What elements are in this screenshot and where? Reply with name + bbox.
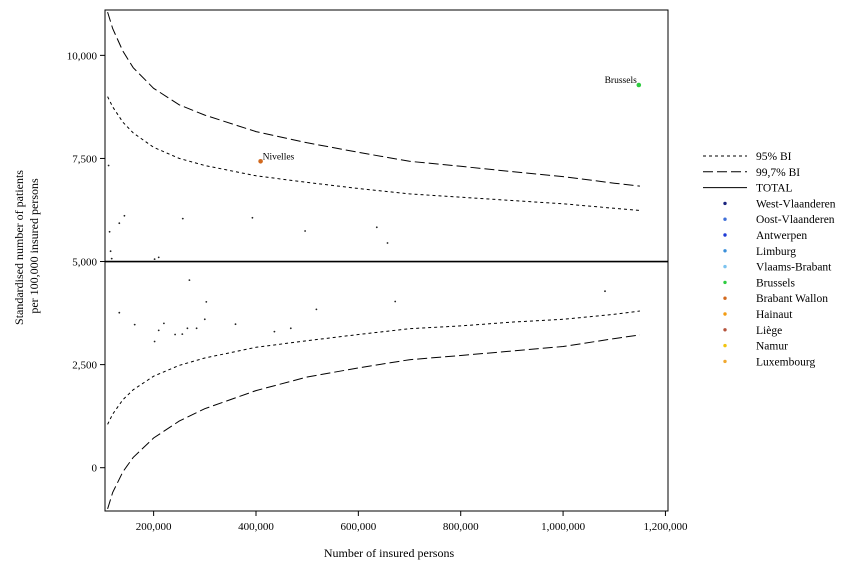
data-point-17 — [181, 217, 184, 220]
legend-swatch-antwerpen — [723, 233, 727, 237]
data-point-3 — [108, 230, 111, 233]
legend-swatch-limburg — [723, 249, 727, 253]
legend-label-brussels: Brussels — [756, 277, 796, 289]
legend-label-brabant-wallon: Brabant Wallon — [756, 293, 828, 305]
data-point-28 — [315, 308, 318, 311]
data-point-13 — [157, 329, 160, 332]
legend-swatch-vlaams-brabant — [723, 264, 727, 269]
x-tick-label-4: 1,000,000 — [541, 521, 586, 533]
x-tick-label-2: 600,000 — [340, 521, 376, 533]
data-point-5 — [110, 257, 113, 260]
data-point-9 — [133, 323, 136, 326]
data-point-30 — [386, 242, 389, 244]
legend-label-vlaams-brabant: Vlaams-Brabant — [756, 262, 832, 274]
ci95-lower-line — [107, 310, 640, 425]
data-point-29 — [375, 226, 378, 229]
y-tick-label-4: 10,000 — [67, 50, 98, 62]
x-axis-title: Number of insured persons — [324, 546, 455, 560]
legend-label-hainaut: Hainaut — [756, 309, 793, 321]
x-tick-label-5: 1,200,000 — [643, 521, 688, 533]
ci997-upper-line — [107, 11, 640, 187]
plot-frame — [104, 9, 669, 512]
data-point-21 — [203, 318, 206, 321]
data-point-0 — [636, 82, 642, 88]
legend-swatch-luxembourg — [723, 359, 727, 364]
data-point-19 — [188, 279, 191, 281]
legend-label-99-7-bi: 99,7% BI — [756, 167, 800, 179]
data-point-24 — [251, 216, 254, 219]
data-point-16 — [181, 333, 184, 335]
legend-label-antwerpen: Antwerpen — [756, 230, 807, 242]
legend: 95% BI 99,7% BI TOTAL West-Vlaanderen Oost-V… — [703, 151, 836, 368]
legend-label-li-ge: Liège — [756, 325, 782, 337]
plot-layer: Brussels Nivelles — [105, 11, 668, 510]
y-tick-label-1: 2,500 — [72, 360, 97, 372]
data-point-6 — [118, 222, 121, 225]
x-axis-ticks: 200,000 400,000 600,000 800,000 1,000,000 1,2… — [136, 511, 688, 533]
data-point-2 — [107, 164, 110, 167]
legend-label-namur: Namur — [756, 341, 788, 353]
legend-swatch-oost-vlaanderen — [723, 217, 727, 221]
legend-label-oost-vlaanderen: Oost-Vlaanderen — [756, 214, 835, 226]
legend-label-95-bi: 95% BI — [756, 151, 792, 163]
ci997-lower-line — [107, 334, 640, 510]
legend-swatch-hainaut — [723, 312, 727, 316]
annotation-brussels: Brussels — [605, 76, 638, 86]
data-point-11 — [157, 256, 160, 259]
ci95-upper-line — [107, 96, 640, 211]
data-point-12 — [153, 340, 156, 343]
legend-swatch-li-ge — [723, 328, 727, 332]
y-tick-label-0: 0 — [92, 463, 98, 475]
y-axis-title-line-1: Standardised number of patients — [12, 170, 26, 325]
legend-label-luxembourg: Luxembourg — [756, 356, 815, 368]
y-axis-title-line-2: per 100,000 insured persons — [27, 178, 41, 314]
data-point-20 — [195, 327, 198, 330]
legend-label-west-vlaanderen: West-Vlaanderen — [756, 198, 836, 210]
data-point-32 — [604, 290, 606, 293]
data-point-31 — [394, 300, 397, 303]
data-point-10 — [153, 258, 156, 260]
legend-swatch-brussels — [723, 280, 727, 285]
data-point-8 — [118, 311, 121, 314]
y-tick-label-2: 5,000 — [72, 257, 97, 269]
data-point-27 — [304, 230, 306, 232]
y-axis-ticks: 0 2,500 5,000 7,500 10,000 — [67, 50, 105, 475]
y-axis-title: Standardised number of patients per 100,… — [12, 167, 41, 325]
legend-label-limburg: Limburg — [756, 246, 796, 258]
legend-swatch-namur — [723, 343, 727, 348]
data-point-14 — [163, 322, 165, 325]
x-tick-label-0: 200,000 — [136, 521, 172, 533]
data-point-26 — [289, 327, 292, 330]
legend-swatch-brabant-wallon — [723, 296, 727, 300]
data-point-15 — [174, 333, 177, 336]
data-point-23 — [234, 323, 237, 326]
x-tick-label-3: 800,000 — [443, 521, 479, 533]
data-point-22 — [205, 301, 208, 303]
y-tick-label-3: 7,500 — [72, 153, 97, 165]
data-point-25 — [273, 330, 276, 333]
data-point-18 — [186, 327, 189, 330]
data-point-7 — [123, 214, 126, 217]
legend-swatch-west-vlaanderen — [723, 201, 727, 206]
data-point-1 — [258, 159, 263, 164]
x-tick-label-1: 400,000 — [238, 521, 274, 533]
legend-label-total: TOTAL — [756, 183, 793, 195]
annotation-nivelles: Nivelles — [263, 152, 295, 162]
data-point-4 — [109, 250, 112, 253]
